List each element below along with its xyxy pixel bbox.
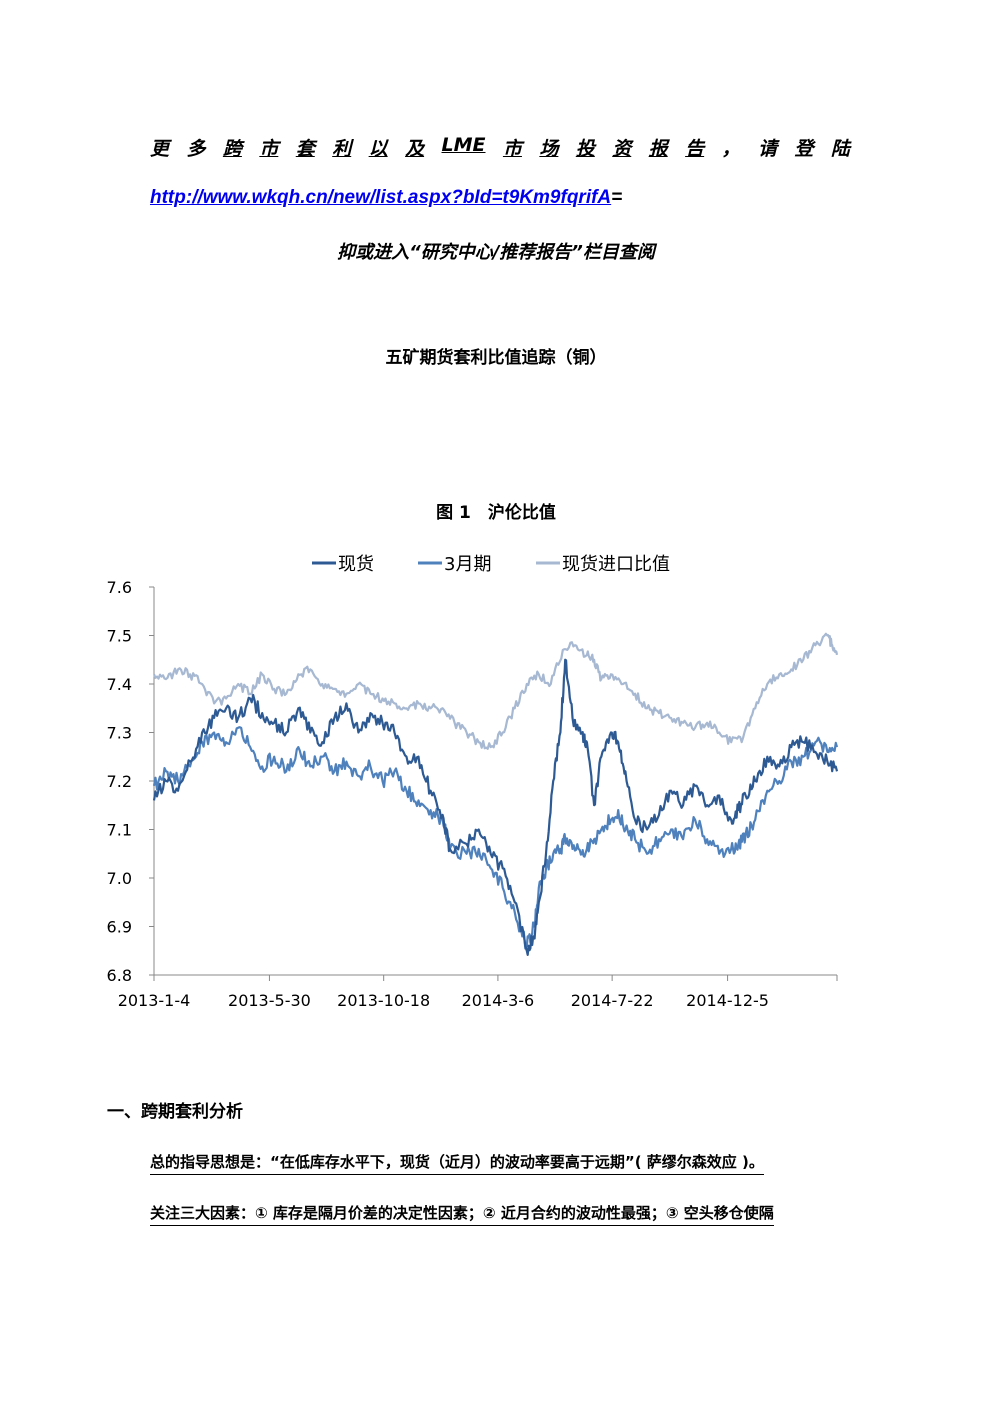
x-tick-label: 2013-10-18 xyxy=(337,991,430,1010)
document-title: 五矿期货套利比值追踪（铜） xyxy=(385,348,607,368)
promo-char: 更 xyxy=(150,138,170,160)
factors-paragraph: 关注三大因素：① 库存是隔月价差的决定性因素；② 近月合约的波动性最强；③ 空头… xyxy=(150,1202,774,1226)
y-tick-label: 7.1 xyxy=(107,821,132,840)
promo-char: 套 xyxy=(295,138,315,160)
promo-char: 告 xyxy=(685,138,705,160)
url-line: http://www.wkqh.cn/new/list.aspx?bId=t9K… xyxy=(150,187,622,209)
x-tick-label: 2013-1-4 xyxy=(118,991,191,1010)
y-tick-label: 7.6 xyxy=(107,578,132,597)
legend-label: 现货进口比值 xyxy=(562,554,670,575)
promo-char: 市 xyxy=(502,138,522,160)
y-tick-label: 6.8 xyxy=(107,966,132,985)
promo-char: ， xyxy=(721,138,741,160)
promo-char: 投 xyxy=(575,138,595,160)
url-suffix: = xyxy=(611,187,623,208)
y-tick-label: 7.5 xyxy=(107,627,132,646)
series-line-three-month xyxy=(152,726,839,950)
y-tick-label: 7.3 xyxy=(107,724,132,743)
hint-line: 抑或进入“研究中心/推荐报告”栏目查阅 xyxy=(337,242,655,263)
guideline-paragraph: 总的指导思想是：“在低库存水平下，现货（近月）的波动率要高于远期”( 萨缪尔森效… xyxy=(150,1151,764,1175)
promo-char: 陆 xyxy=(830,138,850,160)
x-tick-label: 2014-12-5 xyxy=(686,991,769,1010)
series-line-spot-import-ratio xyxy=(152,632,839,750)
section-heading: 一、跨期套利分析 xyxy=(107,1102,243,1122)
y-tick-label: 6.9 xyxy=(107,918,132,937)
promo-char: 及 xyxy=(405,138,425,160)
promo-char: 场 xyxy=(539,138,559,160)
x-tick-label: 2014-7-22 xyxy=(571,991,654,1010)
y-tick-label: 7.2 xyxy=(107,772,132,791)
promo-char: 请 xyxy=(757,138,777,160)
figure-title: 图 1 沪伦比值 xyxy=(436,503,556,523)
promo-char: LME xyxy=(441,134,486,156)
promo-char: 市 xyxy=(259,138,279,160)
promo-line: 更多跨市套利以及 LME 市场投资报告，请登陆 xyxy=(150,134,850,161)
x-tick-label: 2014-3-6 xyxy=(462,991,535,1010)
promo-char: 报 xyxy=(648,138,668,160)
promo-char: 跨 xyxy=(222,138,242,160)
legend-label: 现货 xyxy=(338,554,374,575)
promo-char: 多 xyxy=(186,138,206,160)
ratio-line-chart: 7.6 7.5 7.4 7.3 7.2 7.1 7.0 6.9 6.8 2013-1-4 2013-… xyxy=(107,554,839,1010)
series-line-spot xyxy=(152,658,839,956)
promo-char: 资 xyxy=(612,138,632,160)
x-tick-label: 2013-5-30 xyxy=(228,991,311,1010)
promo-char: 以 xyxy=(368,138,388,160)
report-link[interactable]: http://www.wkqh.cn/new/list.aspx?bId=t9K… xyxy=(150,187,612,208)
y-tick-label: 7.4 xyxy=(107,675,132,694)
promo-char: 利 xyxy=(332,138,352,160)
promo-char: 登 xyxy=(794,138,814,160)
legend-label: 3月期 xyxy=(444,554,491,575)
y-tick-label: 7.0 xyxy=(107,869,132,888)
